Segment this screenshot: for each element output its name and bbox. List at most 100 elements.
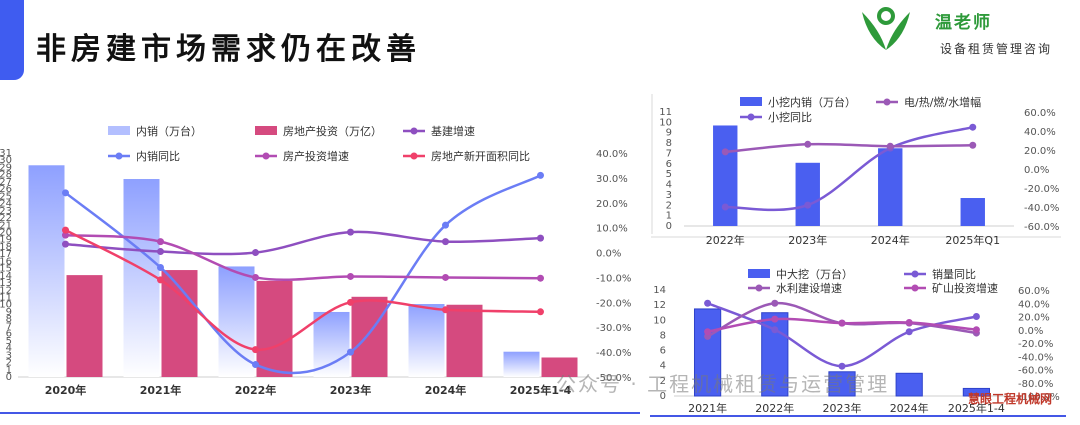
bar-0	[313, 311, 350, 377]
line-point-2	[252, 273, 259, 281]
legend-swatch	[410, 127, 418, 135]
y-left-tick-label: 0	[660, 391, 666, 402]
legend-label: 中大挖（万台）	[776, 267, 853, 281]
bar-0	[218, 266, 255, 377]
y-right-tick-label: -40.0%	[1024, 203, 1059, 214]
y-right-tick-label: -40.0%	[1018, 352, 1053, 363]
y-left-tick-label: 14	[653, 285, 666, 296]
line-point-2	[442, 273, 449, 281]
y-left-tick-label: 20	[0, 227, 12, 238]
y-left-tick-label: 6	[660, 346, 666, 357]
legend-label: 水利建设增速	[776, 281, 842, 295]
x-tick-label: 2023年	[788, 233, 827, 247]
y-right-tick-label: 40.0%	[596, 149, 628, 160]
line-point-1	[442, 238, 449, 246]
line-series-0	[64, 174, 542, 375]
watermark-site: 慧眼工程机械网	[968, 392, 1053, 406]
legend-swatch	[262, 152, 270, 160]
line-point-0	[838, 362, 846, 370]
legend-swatch	[883, 98, 891, 106]
legend-swatch	[911, 284, 919, 292]
y-left-tick-label: 1	[6, 365, 12, 376]
y-right-tick-label: -50.0%	[596, 373, 631, 384]
bar-1	[541, 357, 578, 377]
y-left-tick-label: 31	[0, 148, 12, 159]
line-point-2	[537, 274, 544, 282]
line-point-1	[252, 249, 259, 257]
y-left-tick-label: 14	[0, 271, 12, 282]
y-right-tick-label: -60.0%	[1018, 366, 1053, 377]
y-left-tick-label: 15	[0, 264, 12, 275]
y-right-tick-label: 20.0%	[1024, 146, 1056, 157]
y-left-tick-label: 7	[666, 148, 672, 159]
legend-label: 电/热/燃/水增幅	[904, 95, 981, 109]
y-left-tick-label: 12	[0, 285, 12, 296]
bar-0	[962, 387, 991, 397]
legend-swatch	[255, 126, 277, 135]
legend-swatch	[410, 152, 418, 160]
legend-swatch	[740, 97, 762, 106]
line-point-0	[347, 348, 354, 356]
bottom-divider-right	[650, 415, 1066, 417]
y-left-tick-label: 6	[6, 329, 12, 340]
x-tick-label: 2025年1-4	[948, 401, 1005, 415]
line-point-3	[252, 346, 259, 354]
line-point-1	[804, 140, 812, 148]
legend-swatch	[108, 126, 130, 135]
bar-0	[28, 165, 65, 377]
y-right-tick-label: -60.0%	[1024, 222, 1059, 233]
bottom-divider-left	[0, 412, 640, 414]
line-point-1	[886, 142, 894, 150]
chart-sales-vs-property: 0123456789101112131415161718192021222324…	[0, 124, 631, 397]
y-left-tick-label: 2	[6, 358, 12, 369]
line-point-0	[537, 171, 544, 179]
line-point-2	[972, 326, 980, 334]
y-left-tick-label: 30	[0, 155, 12, 166]
line-point-1	[537, 234, 544, 242]
line-point-0	[972, 313, 980, 320]
x-tick-label: 2021年	[140, 383, 182, 397]
line-point-2	[62, 231, 69, 239]
y-right-tick-label: -20.0%	[596, 298, 631, 309]
y-left-tick-label: 4	[660, 361, 666, 372]
bar-0	[123, 179, 160, 377]
line-point-0	[252, 361, 259, 369]
y-right-tick-label: 0.0%	[596, 249, 621, 260]
title-accent-bar	[0, 0, 24, 80]
line-point-1	[157, 248, 164, 256]
y-right-tick-label: 60.0%	[1024, 108, 1056, 119]
x-tick-label: 2022年	[755, 401, 794, 415]
legend-swatch	[755, 284, 763, 292]
y-right-tick-label: -100.0%	[1018, 392, 1060, 403]
y-left-tick-label: 0	[6, 372, 12, 383]
y-left-tick-label: 23	[0, 206, 12, 217]
legend-swatch	[748, 269, 770, 278]
y-right-tick-label: -10.0%	[596, 273, 631, 284]
x-tick-label: 2022年	[706, 233, 745, 247]
line-point-2	[905, 318, 913, 326]
bar-0	[828, 371, 856, 397]
brand-slogan: 设备租赁管理咨询	[940, 42, 1053, 56]
x-tick-label: 2024年	[425, 383, 467, 397]
y-right-tick-label: -80.0%	[1018, 379, 1053, 390]
x-tick-label: 2025年Q1	[945, 233, 1000, 247]
y-left-tick-label: 8	[660, 330, 666, 341]
legend-label: 内销同比	[136, 149, 180, 163]
line-point-3	[537, 308, 544, 316]
y-right-tick-label: 30.0%	[596, 174, 628, 185]
y-left-tick-label: 6	[666, 159, 672, 170]
y-left-tick-label: 17	[0, 249, 12, 260]
line-series-2	[65, 233, 541, 282]
line-point-3	[62, 226, 69, 234]
y-left-tick-label: 2	[666, 200, 672, 211]
line-point-1	[721, 148, 729, 156]
bar-0	[713, 125, 738, 226]
y-left-tick-label: 11	[0, 293, 12, 304]
y-right-tick-label: 40.0%	[1018, 299, 1050, 310]
y-left-tick-label: 27	[0, 177, 12, 188]
x-tick-label: 2020年	[45, 383, 87, 397]
y-left-tick-label: 7	[6, 321, 12, 332]
y-left-tick-label: 19	[0, 235, 12, 246]
y-right-tick-label: 0.0%	[1018, 326, 1043, 337]
